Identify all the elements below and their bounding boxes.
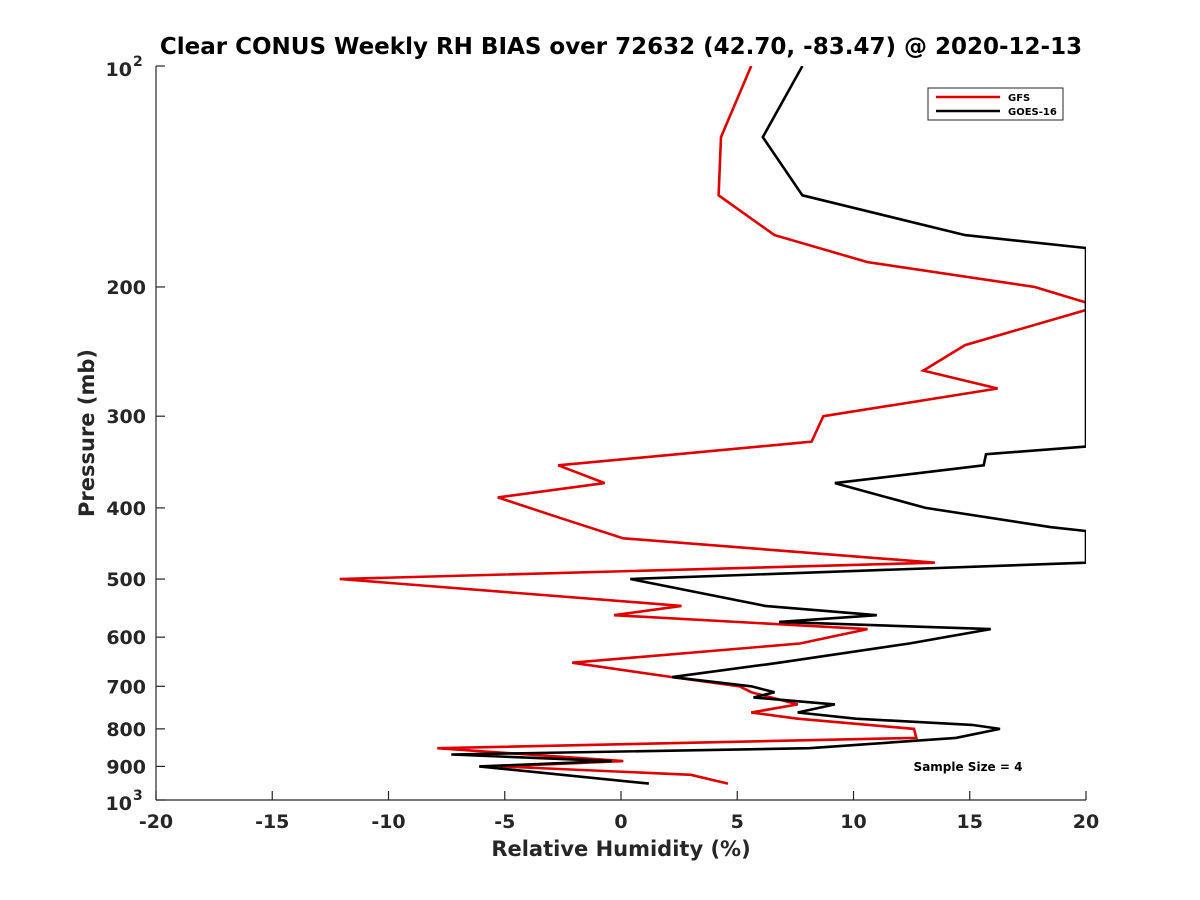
legend-box bbox=[927, 87, 1064, 121]
y-tick-label: 400 bbox=[106, 498, 146, 520]
y-tick-exponent: 2 bbox=[133, 54, 143, 70]
x-tick-label: -10 bbox=[371, 811, 405, 833]
chart-title: Clear CONUS Weekly RH BIAS over 72632 (4… bbox=[160, 34, 1082, 60]
plot-area: -20 -15 -10 -5 0 5 10 15 20 10 220030040050060070… bbox=[106, 54, 1100, 833]
x-tick-label: -15 bbox=[255, 811, 289, 833]
x-tick-label: 5 bbox=[731, 811, 744, 833]
y-tick-label: 200 bbox=[106, 277, 146, 299]
y-tick-base: 10 bbox=[106, 793, 132, 815]
x-tick-label: -20 bbox=[139, 811, 173, 833]
y-tick-label-power: 10 3 bbox=[106, 788, 143, 815]
series-line-goes-16 bbox=[451, 66, 1086, 785]
x-axis-label: Relative Humidity (%) bbox=[491, 837, 750, 861]
y-tick-label-power: 10 2 bbox=[106, 54, 143, 81]
sample-size-annotation: Sample Size = 4 bbox=[914, 760, 1023, 774]
y-tick-label: 300 bbox=[106, 406, 146, 428]
y-tick-exponent: 3 bbox=[133, 788, 143, 804]
legend: GFS GOES-16 bbox=[927, 87, 1064, 121]
x-tick-label: 10 bbox=[840, 811, 866, 833]
x-tick-label: 20 bbox=[1073, 811, 1099, 833]
x-tick-label: 15 bbox=[957, 811, 983, 833]
series-line-gfs bbox=[339, 66, 1086, 785]
y-tick-label: 600 bbox=[106, 627, 146, 649]
y-tick-label: 800 bbox=[106, 719, 146, 741]
legend-label-gfs: GFS bbox=[1008, 93, 1030, 104]
y-tick-base: 10 bbox=[106, 59, 132, 81]
series-layer bbox=[339, 66, 1086, 785]
y-tick-label: 700 bbox=[106, 676, 146, 698]
legend-label-goes16: GOES-16 bbox=[1008, 107, 1057, 118]
x-ticks: -20 -15 -10 -5 0 5 10 15 20 bbox=[139, 791, 1099, 833]
y-tick-label: 900 bbox=[106, 756, 146, 778]
y-tick-label: 500 bbox=[106, 569, 146, 591]
x-tick-label: 0 bbox=[614, 811, 627, 833]
x-tick-label: -5 bbox=[494, 811, 515, 833]
y-axis-label: Pressure (mb) bbox=[75, 349, 99, 517]
